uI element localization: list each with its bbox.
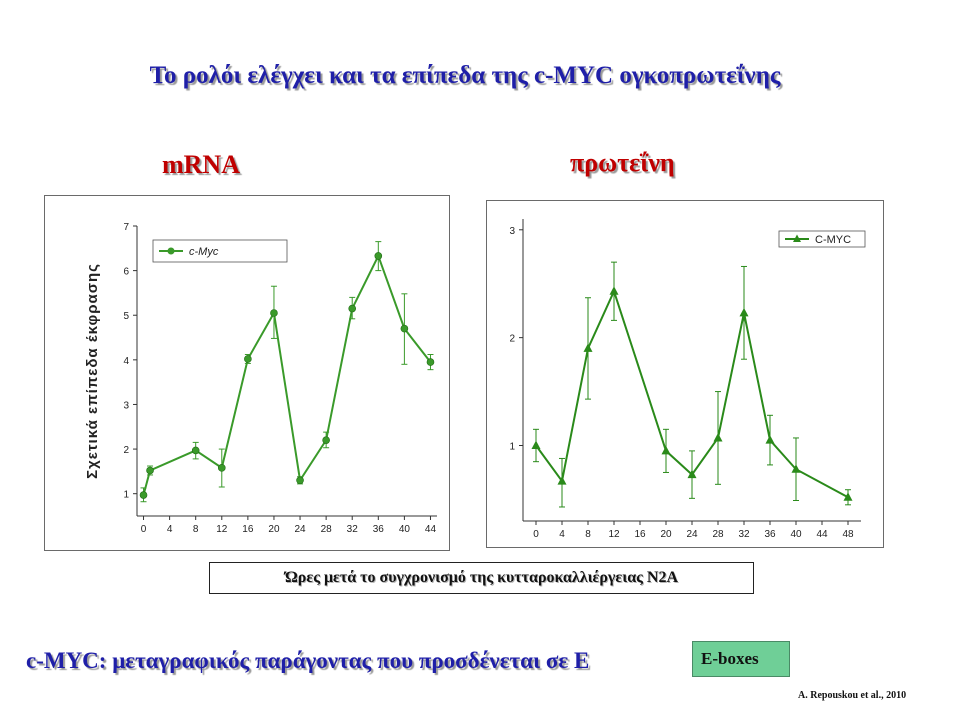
mrna-chart-panel: 0 4 8 12 16 20 24 28 32 36 40 44 1 2 3 4 5 6 7 Σχετικά επίπ… [44, 195, 450, 551]
protein-chart-panel: 0 4 8 12 16 20 24 28 32 36 40 44 48 1 2 3 C-MYC [486, 200, 884, 548]
data-point [583, 343, 593, 352]
data-point [843, 492, 853, 501]
legend-box [778, 230, 866, 248]
data-point [191, 446, 200, 455]
cmyc-description: c-MYC: μεταγραφικός παράγοντας που προσδ… [26, 648, 590, 673]
data-point [348, 304, 357, 313]
data-point [531, 440, 541, 449]
citation: A. Repouskou et al., 2010 [798, 690, 907, 701]
data-point [322, 436, 330, 444]
y-tick-label: 2 [123, 445, 129, 456]
y-tick-label: 7 [123, 222, 129, 233]
x-tick-label: 24 [294, 524, 306, 535]
eboxes-badge: E-boxes [692, 641, 790, 677]
x-tick-label: 0 [533, 529, 539, 540]
data-point [374, 252, 383, 260]
y-tick-label: 3 [123, 400, 129, 411]
x-tick-label: 44 [816, 529, 828, 540]
x-tick-label: 36 [764, 529, 776, 540]
data-point [791, 464, 801, 473]
data-point [217, 464, 226, 472]
data-point [765, 435, 775, 444]
legend-marker [167, 247, 175, 255]
data-point [687, 469, 697, 479]
x-tick-label: 20 [660, 529, 672, 540]
y-tick-label: 6 [123, 267, 129, 278]
data-point [400, 324, 409, 333]
y-tick-label: 1 [509, 442, 515, 453]
series-line [142, 253, 432, 496]
data-point [426, 358, 435, 366]
x-tick-label: 40 [790, 529, 802, 540]
x-tick-label: 20 [268, 524, 280, 535]
x-tick-label: 28 [712, 529, 724, 540]
data-point [609, 286, 619, 295]
x-tick-label: 12 [216, 524, 228, 535]
data-point [146, 466, 154, 475]
data-point [296, 476, 304, 485]
x-tick-label: 36 [373, 524, 385, 535]
x-tick-label: 16 [242, 524, 254, 535]
y-axis-label: Σχετικά επίπεδα έκφρασης [84, 263, 101, 479]
x-tick-label: 24 [686, 529, 698, 540]
x-tick-label: 16 [634, 529, 646, 540]
x-axis-caption: Ώρες μετά το συγχρονισμό της κυτταροκαλλ… [209, 562, 754, 594]
x-tick-label: 48 [842, 529, 854, 540]
x-tick-label: 44 [425, 524, 437, 535]
x-tick-label: 4 [167, 524, 173, 535]
x-tick-label: 28 [321, 524, 333, 535]
x-tick-label: 8 [193, 524, 199, 535]
y-tick-label: 2 [509, 334, 515, 345]
data-point [739, 307, 749, 317]
data-point [661, 445, 671, 455]
mrna-label: mRNA [162, 150, 240, 179]
x-tick-label: 12 [608, 529, 620, 540]
y-tick-label: 4 [123, 356, 129, 367]
x-tick-label: 0 [141, 524, 147, 535]
x-tick-label: 40 [399, 524, 411, 535]
data-point [270, 309, 278, 317]
slide-title: Το ρολόι ελέγχει και τα επίπεδα της c-MY… [149, 62, 781, 89]
data-point [713, 432, 723, 442]
legend-label: C-MYC [815, 234, 851, 246]
y-tick-label: 3 [509, 226, 515, 237]
data-point [139, 491, 148, 499]
legend-label: c-Myc [189, 246, 219, 258]
data-point [244, 355, 252, 363]
legend-marker [793, 234, 801, 242]
y-tick-label: 1 [123, 490, 129, 501]
x-tick-label: 32 [347, 524, 359, 535]
protein-label: πρωτεΐνη [570, 148, 675, 177]
y-tick-label: 5 [123, 311, 129, 322]
x-tick-label: 32 [738, 529, 750, 540]
x-tick-label: 8 [585, 529, 591, 540]
data-point [557, 476, 567, 485]
legend-box [152, 239, 288, 263]
x-tick-label: 4 [559, 529, 565, 540]
